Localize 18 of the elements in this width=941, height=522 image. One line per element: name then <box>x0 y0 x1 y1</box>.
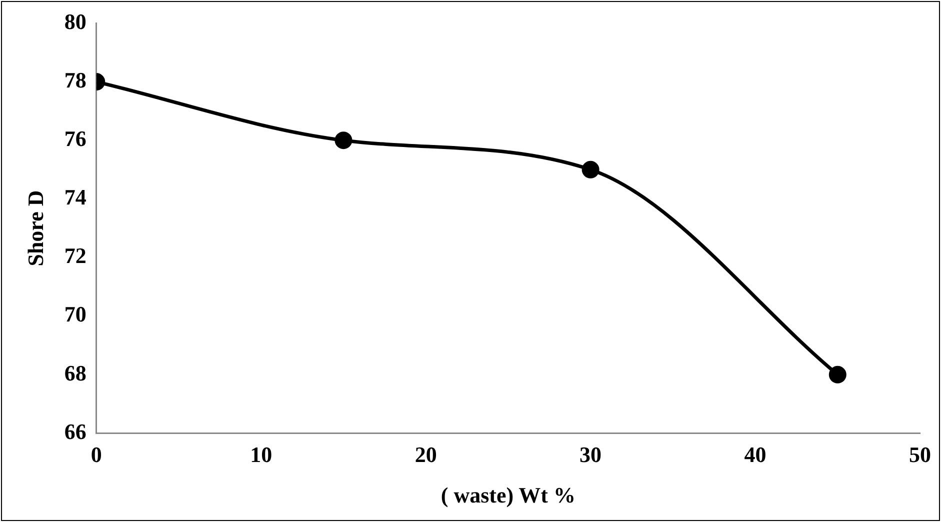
x-tick-label: 40 <box>744 442 766 468</box>
y-axis-title: Shore D <box>22 190 48 266</box>
x-tick-label: 20 <box>414 442 437 468</box>
x-tick-label: 0 <box>90 442 102 468</box>
y-tick-label: 78 <box>64 67 86 92</box>
point <box>582 160 600 178</box>
y-tick-label: 76 <box>64 126 86 152</box>
y-tick-label: 72 <box>64 243 86 268</box>
x-tick-label: 50 <box>909 442 931 468</box>
x-axis-title: ( waste) Wt % <box>440 482 576 508</box>
x-tick-label: 10 <box>250 442 272 468</box>
y-tick-label: 66 <box>64 418 86 444</box>
y-tick-label: 74 <box>64 184 86 210</box>
y-tick-label: 70 <box>64 302 86 327</box>
x-tick-label: 30 <box>580 442 602 468</box>
point <box>828 366 846 384</box>
y-tick-label: 80 <box>64 8 86 34</box>
y-tick-label: 68 <box>64 360 86 386</box>
